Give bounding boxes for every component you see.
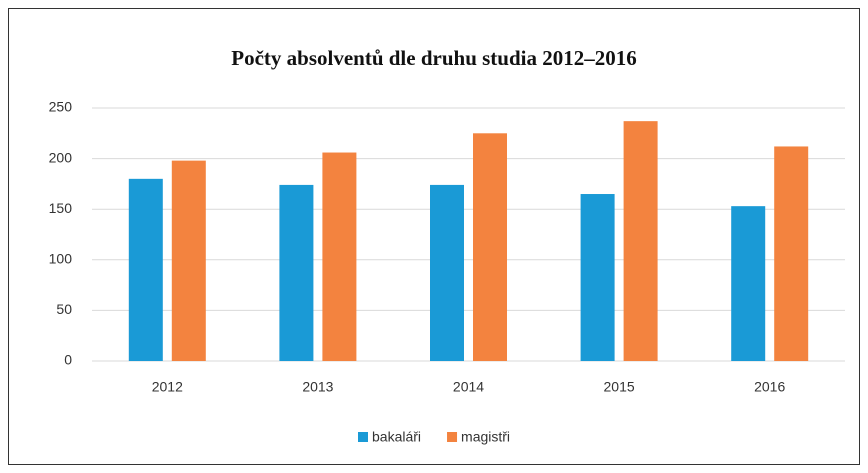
bar — [430, 184, 464, 361]
y-tick-label: 0 — [64, 352, 72, 368]
y-tick-label: 150 — [49, 200, 73, 216]
legend-swatch — [358, 432, 368, 442]
x-tick-label: 2015 — [604, 379, 635, 395]
x-tick-label: 2012 — [152, 379, 183, 395]
x-tick-label: 2013 — [302, 379, 333, 395]
y-tick-label: 200 — [49, 149, 73, 165]
bar — [322, 152, 357, 361]
chart-title: Počty absolventů dle druhu studia 2012–2… — [231, 46, 636, 70]
bar — [623, 121, 658, 361]
bar — [128, 178, 163, 361]
bar — [279, 184, 314, 361]
y-tick-label: 100 — [49, 251, 73, 267]
legend-swatch — [447, 432, 458, 442]
y-tick-label: 250 — [49, 99, 73, 115]
bar — [580, 194, 615, 361]
x-tick-label: 2016 — [754, 379, 785, 395]
legend-label: magistři — [461, 429, 510, 445]
bar — [774, 146, 809, 361]
y-tick-label: 50 — [56, 301, 72, 317]
legend-label: bakaláři — [372, 429, 421, 445]
bar — [171, 160, 206, 361]
bar — [731, 206, 766, 361]
bar — [473, 133, 507, 361]
x-tick-label: 2014 — [453, 379, 484, 395]
